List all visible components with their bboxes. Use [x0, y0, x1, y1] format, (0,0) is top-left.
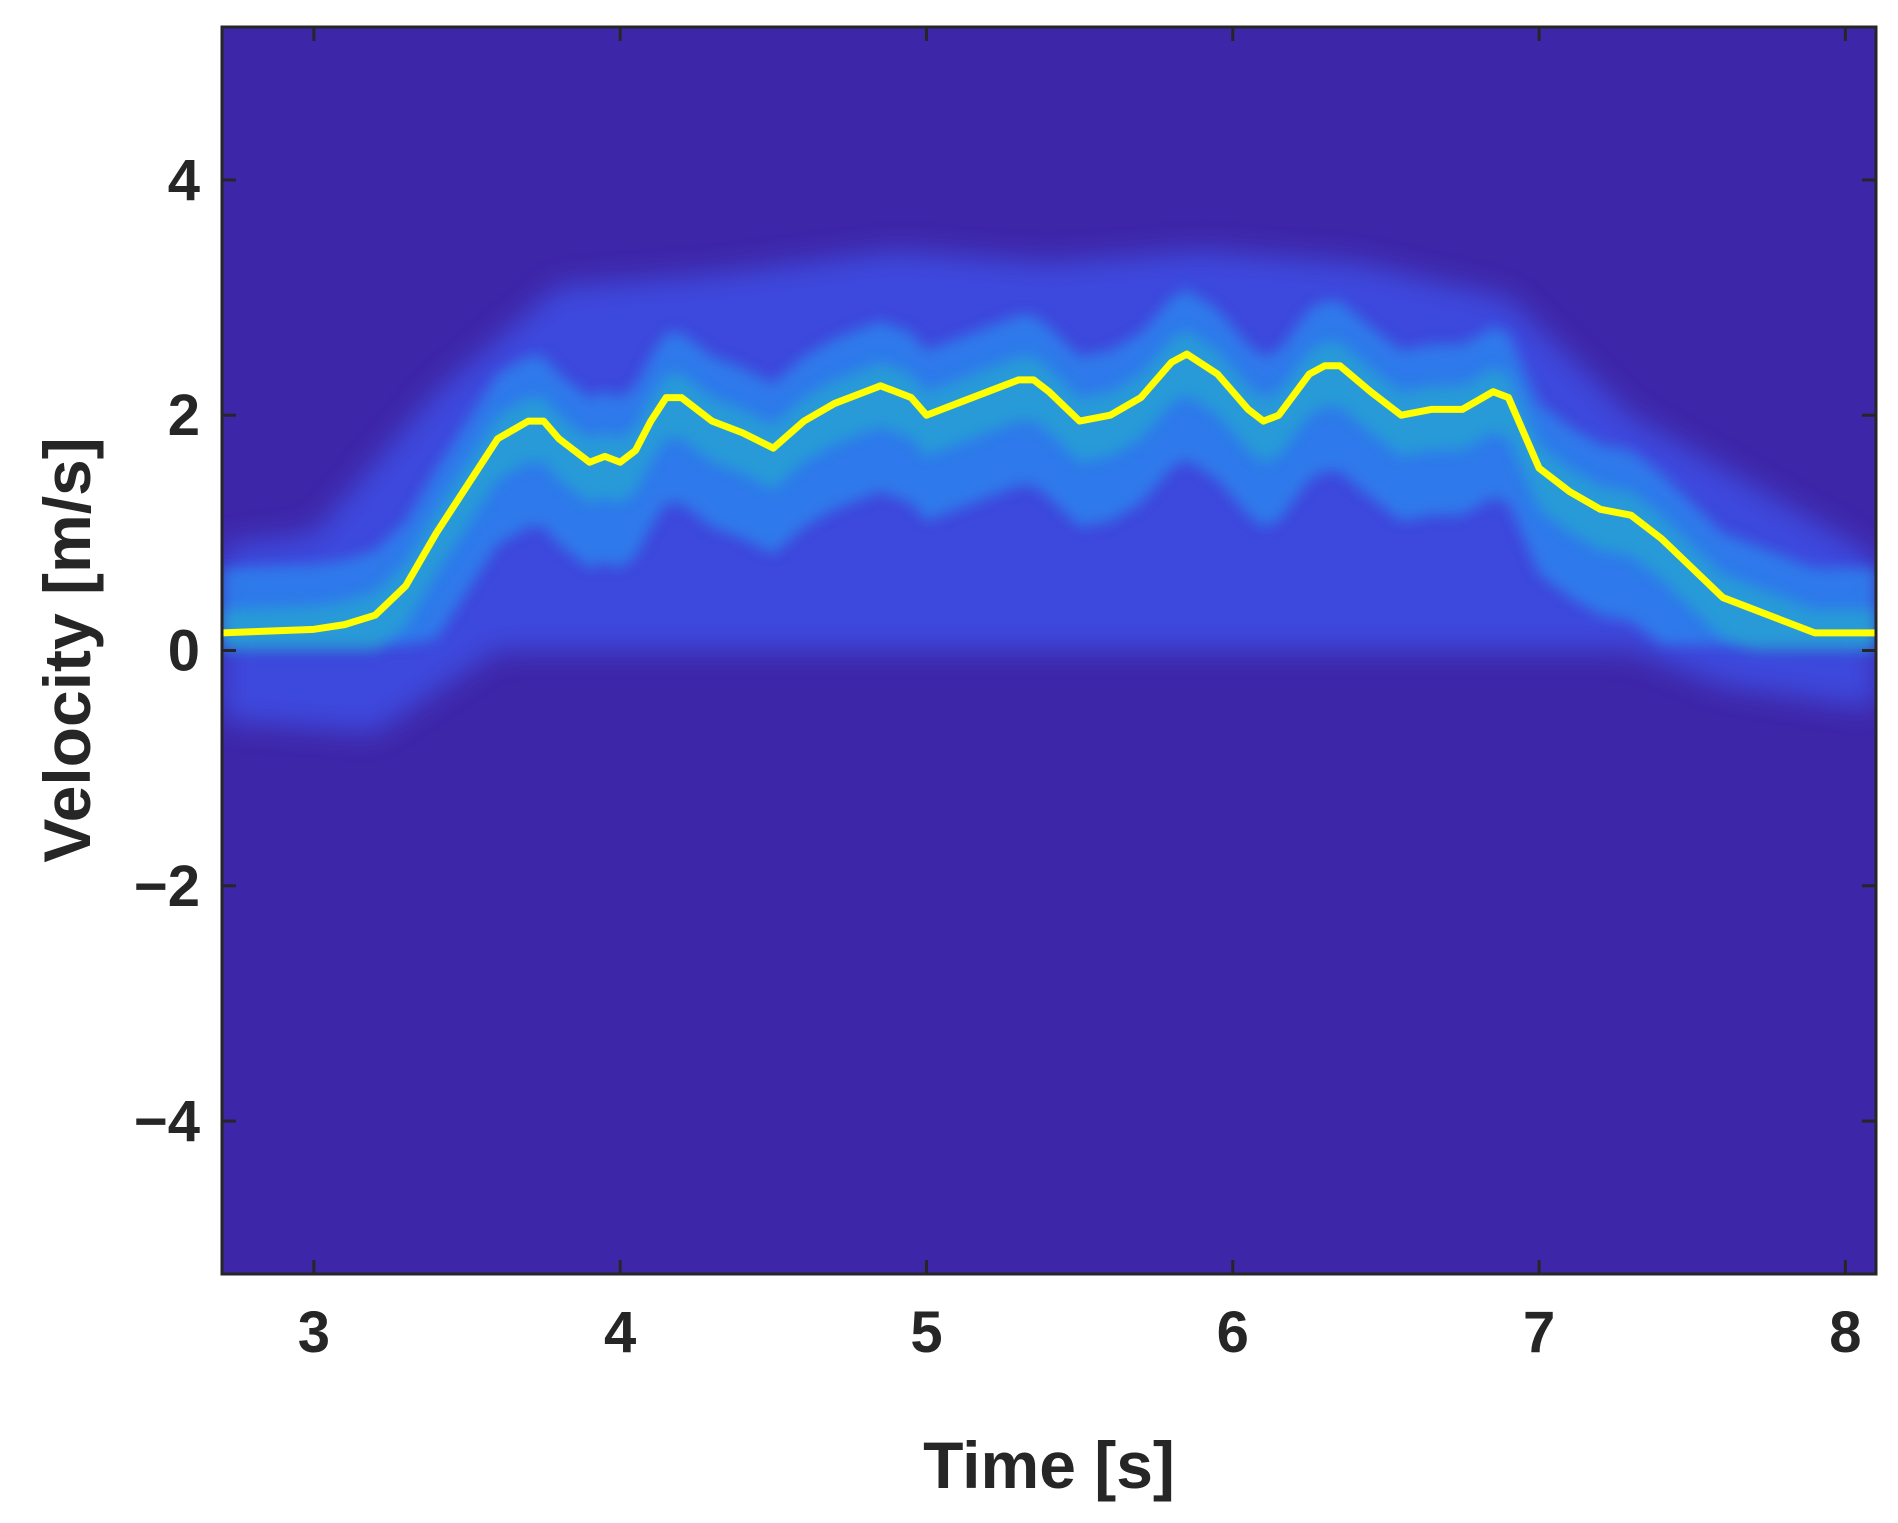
y-tick-label: 4 — [168, 148, 200, 213]
x-tick-label: 5 — [910, 1300, 942, 1365]
x-tick-label: 6 — [1217, 1300, 1249, 1365]
y-tick-label: 0 — [168, 619, 200, 684]
x-axis: 3 4 5 6 7 8 — [298, 27, 1862, 1365]
x-tick-label: 4 — [604, 1300, 636, 1365]
y-axis-label: Velocity [m/s] — [30, 437, 104, 863]
x-axis-label: Time [s] — [923, 1428, 1175, 1502]
y-tick-label: −4 — [134, 1089, 200, 1154]
density-band-core — [222, 289, 1876, 645]
y-tick-label: −2 — [134, 854, 200, 919]
x-tick-label: 8 — [1829, 1300, 1861, 1365]
x-tick-label: 3 — [298, 1300, 330, 1365]
y-axis: −4 −2 0 2 4 — [134, 148, 1876, 1154]
mean-velocity-line — [222, 350, 1876, 637]
x-tick-label: 7 — [1523, 1300, 1555, 1365]
mean-velocity-line-group — [222, 350, 1876, 637]
y-tick-label: 2 — [168, 383, 200, 448]
